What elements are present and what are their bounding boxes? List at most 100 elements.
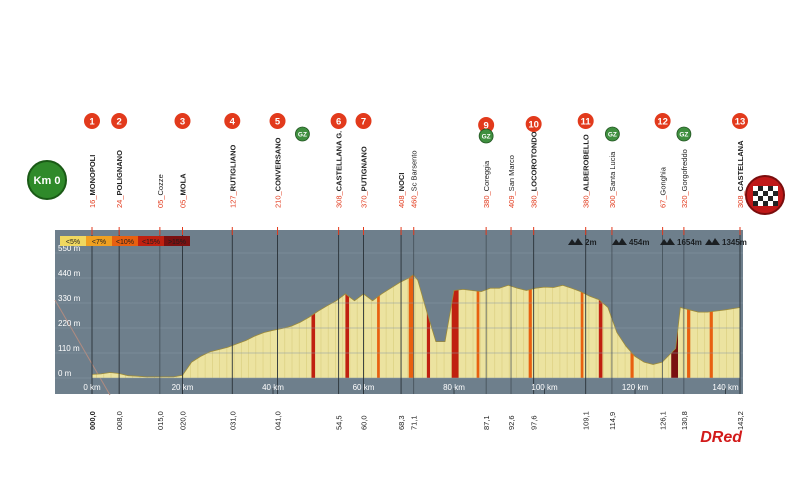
waypoint-town: Cozze <box>156 174 165 195</box>
gz-marker <box>478 128 494 144</box>
waypoint-number: 11 <box>581 117 592 128</box>
waypoint-name: 380_Coreggia <box>482 160 491 208</box>
finish-flag-cell <box>763 191 768 196</box>
y-tick-label: 0 m <box>58 369 72 378</box>
km-label-group: 000,0 <box>88 411 97 430</box>
finish-flag-cell <box>753 196 758 201</box>
legend-swatch <box>138 236 164 246</box>
waypoint-km-label: 130,8 <box>680 411 689 430</box>
waypoint-town: CASTELLANA G. <box>335 131 344 192</box>
waypoint-town: PUTIGNANO <box>360 146 369 191</box>
y-tick-label: 220 m <box>58 319 81 328</box>
x-tick-label: 100 km <box>531 383 558 392</box>
waypoint-name: 127_RUTIGLIANO <box>228 144 237 208</box>
waypoint-elevation: 308_ <box>335 190 344 208</box>
waypoint-number: 9 <box>483 121 488 132</box>
steep-segment <box>580 274 584 378</box>
waypoint-elevation: 370_ <box>360 190 369 208</box>
descent-icon <box>705 238 720 245</box>
waypoint-number: 12 <box>657 117 668 128</box>
waypoint-km-label: 68,3 <box>397 415 406 430</box>
finish-flag-cell <box>773 201 778 206</box>
waypoint-town: MOLA <box>179 173 188 196</box>
waypoint-number-marker <box>654 113 671 129</box>
km-label-group: 126,1 <box>659 411 668 430</box>
km-label-group: 68,3 <box>397 415 406 430</box>
km-label-group: 109,1 <box>582 411 591 430</box>
start-badge <box>27 160 67 200</box>
waypoint-number: 4 <box>230 117 236 128</box>
waypoint-number: 13 <box>735 117 746 128</box>
waypoint-town: Sc Barsento <box>410 150 419 191</box>
waypoint-label: 210_CONVERSANO <box>274 137 283 208</box>
waypoint-elevation: 210_ <box>274 190 283 208</box>
x-tick-label: 120 km <box>622 383 649 392</box>
steep-segment <box>598 274 603 378</box>
legend-swatch <box>86 236 112 246</box>
steep-segment <box>426 274 431 378</box>
y-tick-label: 440 m <box>58 269 81 278</box>
gz-marker-label: GZ <box>608 132 617 139</box>
legend-label: <15% <box>142 239 160 246</box>
waypoint-km-label: 92,6 <box>507 415 516 430</box>
waypoint-elevation: 380_ <box>530 190 539 208</box>
waypoint-label: 16_MONOPOLI <box>88 155 97 208</box>
gz-marker <box>604 126 620 142</box>
waypoint-number-marker <box>111 113 128 129</box>
gz-marker <box>676 126 692 142</box>
legend-swatch <box>164 236 190 246</box>
waypoint-km-label: 109,1 <box>582 411 591 430</box>
steep-segment <box>687 274 691 378</box>
elevation-profile-line <box>91 274 741 378</box>
waypoint-elevation: 16_ <box>88 195 97 208</box>
waypoint-town: ALBEROBELLO <box>582 134 591 191</box>
waypoint-town: RUTIGLIANO <box>228 144 237 191</box>
waypoint-number: 10 <box>528 120 539 131</box>
waypoint-name: 460_Sc Barsento <box>410 150 419 208</box>
waypoint-label: 24_POLIGNANO <box>115 150 124 208</box>
waypoint-number: 6 <box>336 117 341 128</box>
x-tick-label: 80 km <box>443 383 465 392</box>
km-label-group: 020,0 <box>179 411 188 430</box>
legend-label: <7% <box>92 239 106 246</box>
waypoint-elevation: 460_ <box>410 190 419 208</box>
waypoint-name: 16_MONOPOLI <box>88 155 97 208</box>
waypoint-km-label: 60,0 <box>360 415 369 430</box>
finish-flag-cell <box>773 186 778 191</box>
y-tick-label: 330 m <box>58 294 81 303</box>
x-tick-label: 60 km <box>353 383 375 392</box>
x-tick-label: 0 km <box>83 383 101 392</box>
km-label-group: 031,0 <box>228 411 237 430</box>
waypoint-km-label: 143,2 <box>736 411 745 430</box>
waypoint-name: 300_Santa Lucia <box>608 151 617 208</box>
waypoint-number-marker <box>355 113 372 129</box>
waypoint-km-label: 54,5 <box>335 415 344 430</box>
steep-segment <box>377 274 380 378</box>
finish-flag-cell <box>763 196 768 201</box>
waypoint-km-label: 97,6 <box>530 415 539 430</box>
waypoint-elevation: 308_ <box>736 190 745 208</box>
waypoint-label: 320_Gorgofreddo <box>680 149 689 208</box>
waypoint-number: 1 <box>89 117 95 128</box>
km-label-group: 008,0 <box>115 411 124 430</box>
waypoint-town: LOCOROTONDO <box>530 131 539 191</box>
x-tick-label: 20 km <box>172 383 194 392</box>
waypoint-elevation: 408_ <box>397 190 406 208</box>
waypoint-km-label: 020,0 <box>179 411 188 430</box>
x-tick-label: 40 km <box>262 383 284 392</box>
waypoint-name: 408_NOCI <box>397 173 406 208</box>
legend-swatch <box>112 236 138 246</box>
waypoint-label: 127_RUTIGLIANO <box>228 144 237 208</box>
waypoint-elevation: 67_ <box>659 195 668 208</box>
km-label-group: 114,9 <box>608 412 617 430</box>
waypoint-label: 380_Coreggia <box>482 160 491 208</box>
elevation-stat-label: 1345m <box>722 238 747 247</box>
waypoint-km-label: 031,0 <box>228 411 237 430</box>
finish-flag-cell <box>773 196 778 201</box>
steep-segment <box>528 274 532 378</box>
legend-label: <10% <box>116 239 134 246</box>
waypoint-km-label: 87,1 <box>482 415 491 430</box>
steep-segment <box>709 274 713 378</box>
waypoint-label: 370_PUTIGNANO <box>360 146 369 208</box>
